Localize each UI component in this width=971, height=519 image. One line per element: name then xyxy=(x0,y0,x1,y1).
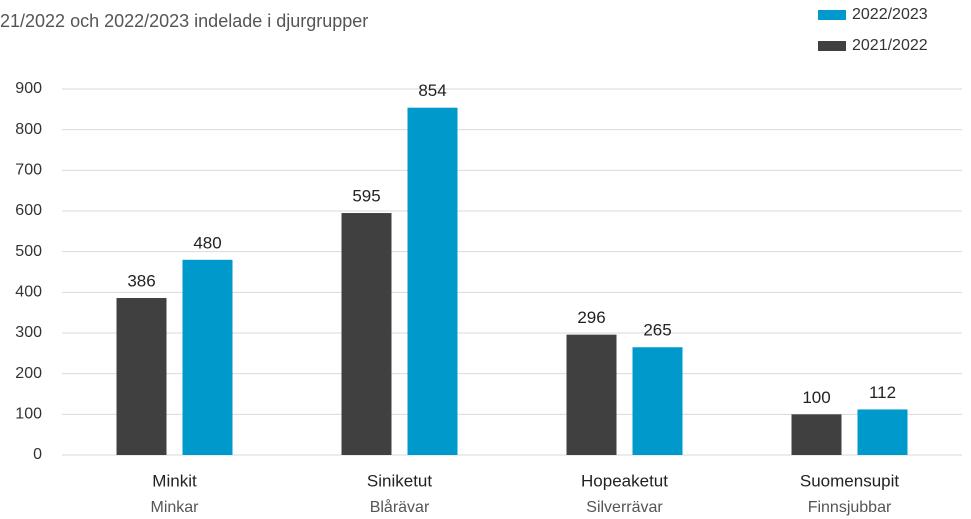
bar xyxy=(791,414,842,455)
y-tick-label: 100 xyxy=(15,406,42,423)
y-tick-label: 600 xyxy=(15,202,42,219)
bar xyxy=(407,107,458,455)
bar xyxy=(857,409,908,455)
y-tick-label: 700 xyxy=(15,162,42,179)
y-tick-label: 900 xyxy=(15,80,42,97)
y-tick-label: 0 xyxy=(33,446,42,463)
legend-swatch xyxy=(818,10,846,20)
value-label: 854 xyxy=(418,81,446,100)
y-tick-label: 300 xyxy=(15,324,42,341)
x-tick-sublabel: Minkar xyxy=(150,499,199,516)
x-tick-sublabel: Finnsjubbar xyxy=(808,499,892,516)
x-tick-label: Siniketut xyxy=(367,471,432,490)
y-tick-label: 400 xyxy=(15,284,42,301)
x-tick-sublabel: Blårävar xyxy=(370,498,430,516)
value-label: 100 xyxy=(802,388,830,407)
legend-label: 2022/2023 xyxy=(852,6,928,23)
y-tick-label: 200 xyxy=(15,365,42,382)
x-tick-label: Hopeaketut xyxy=(581,471,668,490)
x-tick-label: Minkit xyxy=(152,471,197,490)
value-label: 112 xyxy=(869,383,896,402)
value-label: 595 xyxy=(352,187,380,206)
y-tick-label: 800 xyxy=(15,121,42,138)
y-tick-label: 500 xyxy=(15,243,42,260)
bar xyxy=(116,298,167,455)
value-label: 386 xyxy=(127,272,155,291)
bar xyxy=(341,213,392,455)
value-label: 296 xyxy=(577,308,605,327)
bar xyxy=(182,259,233,455)
x-tick-sublabel: Silverrävar xyxy=(586,499,663,516)
value-label: 480 xyxy=(193,233,221,252)
legend-label: 2021/2022 xyxy=(852,37,928,54)
legend-swatch xyxy=(818,41,846,51)
chart-subtitle: 21/2022 och 2022/2023 indelade i djurgru… xyxy=(0,11,368,31)
bar xyxy=(632,347,683,455)
x-tick-label: Suomensupit xyxy=(800,471,900,490)
bar xyxy=(566,334,617,455)
value-label: 265 xyxy=(643,321,671,340)
